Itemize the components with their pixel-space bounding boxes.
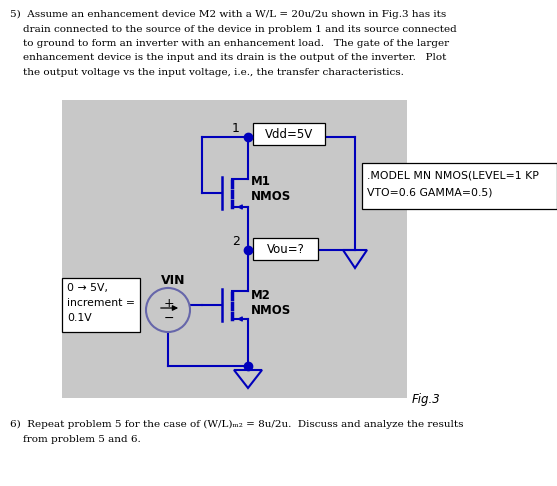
Text: Vdd=5V: Vdd=5V (265, 127, 313, 140)
Text: drain connected to the source of the device in problem 1 and its source connecte: drain connected to the source of the dev… (10, 24, 457, 34)
Text: Fig.3: Fig.3 (412, 393, 441, 406)
Text: .MODEL MN NMOS(LEVEL=1 KP: .MODEL MN NMOS(LEVEL=1 KP (367, 170, 539, 180)
Text: enhancement device is the input and its drain is the output of the inverter.   P: enhancement device is the input and its … (10, 53, 446, 63)
Bar (362, 163, 557, 209)
Text: M1: M1 (251, 175, 271, 188)
Text: VIN: VIN (161, 274, 185, 287)
Text: increment =: increment = (67, 298, 135, 308)
Text: 6)  Repeat problem 5 for the case of (W/L)ₘ₂ = 8u/2u.  Discuss and analyze the r: 6) Repeat problem 5 for the case of (W/L… (10, 420, 463, 429)
Bar (253, 238, 318, 260)
Text: +: + (164, 296, 174, 310)
Text: 0 → 5V,: 0 → 5V, (67, 283, 108, 293)
Text: 1: 1 (232, 122, 240, 135)
Text: to ground to form an inverter with an enhancement load.   The gate of the larger: to ground to form an inverter with an en… (10, 39, 449, 48)
Text: 5)  Assume an enhancement device M2 with a W/L = 20u/2u shown in Fig.3 has its: 5) Assume an enhancement device M2 with … (10, 10, 446, 19)
Text: M2: M2 (251, 289, 271, 302)
Text: Vou=?: Vou=? (267, 243, 305, 256)
Circle shape (146, 288, 190, 332)
Bar (62, 278, 140, 332)
Text: from problem 5 and 6.: from problem 5 and 6. (10, 434, 141, 444)
Text: 0.1V: 0.1V (67, 313, 92, 323)
Text: 2: 2 (232, 235, 240, 248)
Text: VTO=0.6 GAMMA=0.5): VTO=0.6 GAMMA=0.5) (367, 187, 492, 197)
Bar (253, 123, 325, 145)
Text: NMOS: NMOS (251, 304, 291, 317)
Bar (62, 100, 407, 398)
Text: −: − (164, 312, 174, 325)
Text: the output voltage vs the input voltage, i.e., the transfer characteristics.: the output voltage vs the input voltage,… (10, 68, 404, 77)
Text: NMOS: NMOS (251, 190, 291, 203)
